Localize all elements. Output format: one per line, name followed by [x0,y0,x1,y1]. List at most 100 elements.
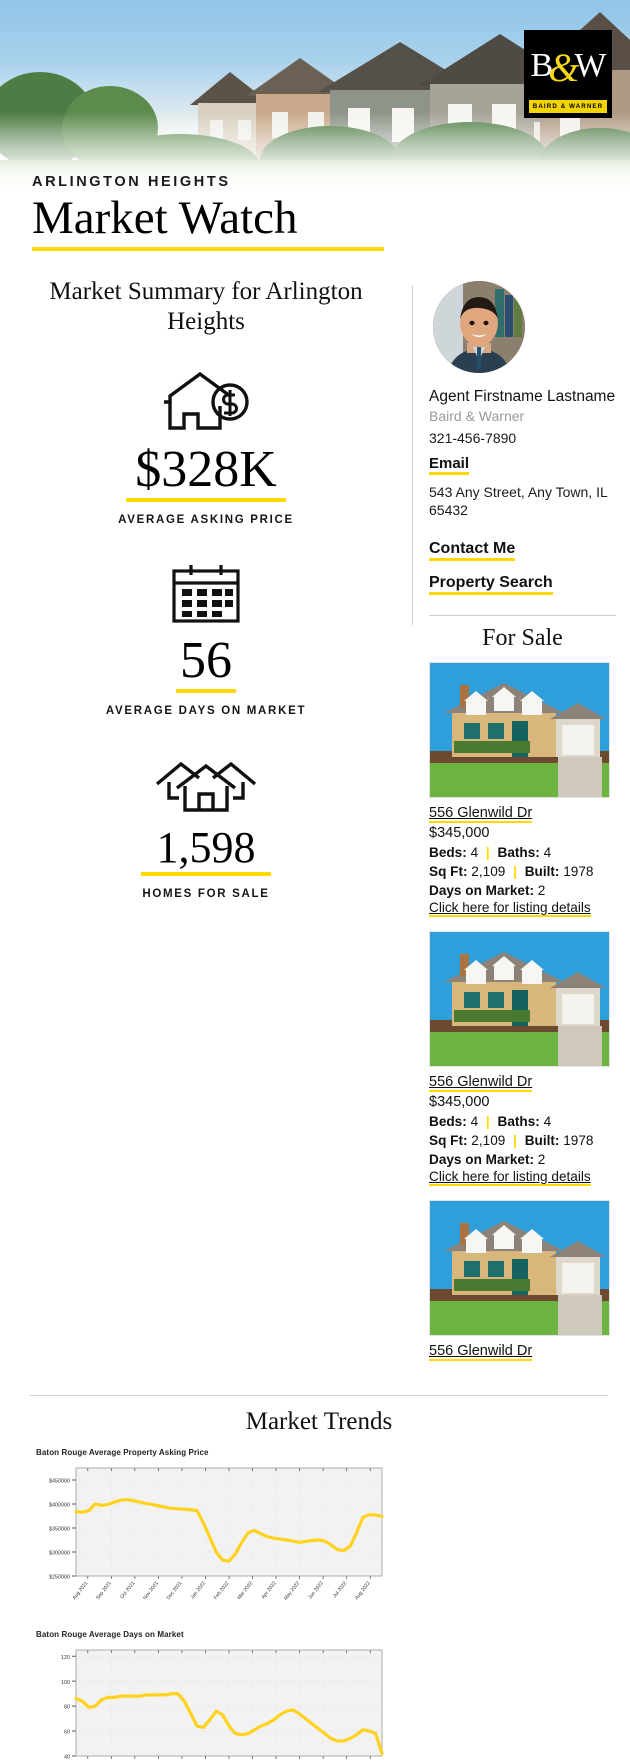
list-item[interactable]: 556 Glenwild Dr $345,000 Beds: 4 | Baths… [429,661,616,917]
svg-text:Apr 2022: Apr 2022 [260,1580,277,1600]
avatar [433,280,525,373]
list-item[interactable]: 556 Glenwild Dr [429,1199,616,1361]
listing-days-on-market: Days on Market: 2 [429,1152,616,1167]
beds-value: 4 [470,844,479,860]
built-value: 1978 [563,863,594,879]
market-summary-column: Market Summary for Arlington Heights $32… [0,277,412,1375]
svg-text:$450000: $450000 [49,1478,70,1484]
agent-company: Baird & Warner [429,407,525,424]
svg-text:May 2022: May 2022 [283,1580,301,1601]
logo-letter-b: B [530,46,554,84]
svg-text:Oct 2021: Oct 2021 [119,1580,136,1600]
house-with-dollar-icon [0,371,412,434]
svg-text:$400000: $400000 [49,1502,70,1508]
svg-text:100: 100 [61,1679,70,1685]
listing-address-link[interactable]: 556 Glenwild Dr [429,1073,533,1092]
page-title: Market Watch [32,192,298,244]
market-trends-title: Market Trends [245,1407,393,1435]
list-item[interactable]: 556 Glenwild Dr $345,000 Beds: 4 | Baths… [429,930,616,1186]
built-label: Built: [524,1132,560,1148]
calendar-icon [0,563,412,625]
listing-sqft-built: Sq Ft: 2,109 | Built: 1978 [429,864,616,879]
agent-column: Agent Firstname Lastname Baird & Warner … [413,277,630,1375]
svg-text:Jan 2022: Jan 2022 [190,1580,208,1600]
svg-text:60: 60 [64,1729,70,1735]
listing-photo[interactable] [429,1199,610,1336]
svg-text:Aug 2021: Aug 2021 [71,1580,89,1601]
hero-banner: B & W BAIRD & WARNER [0,0,630,190]
chart-title-price: Baton Rouge Average Property Asking Pric… [36,1447,209,1457]
listing-beds-baths: Beds: 4 | Baths: 4 [429,1114,616,1129]
listing-details-link[interactable]: Click here for listing details [429,1168,591,1186]
baths-label: Baths: [497,1113,540,1129]
stat-label: HOMES FOR SALE [142,887,270,900]
svg-text:Jul 2022: Jul 2022 [332,1580,349,1599]
email-link[interactable]: Email [429,455,470,475]
svg-text:Nov 2021: Nov 2021 [142,1580,160,1601]
beds-label: Beds: [429,844,467,860]
sqft-label: Sq Ft: [429,1132,468,1148]
listing-details-link[interactable]: Click here for listing details [429,899,591,917]
svg-text:$300000: $300000 [49,1550,70,1556]
hero-bottom-fade [0,112,630,190]
title-underline [32,246,384,251]
listing-photo[interactable] [429,661,610,798]
svg-text:Feb 2022: Feb 2022 [213,1580,231,1601]
chart-average-days-on-market: 40 60 80 100 120 [30,1644,388,1762]
market-trends-section: Market Trends Baton Rouge Average Proper… [30,1394,608,1762]
stat-value: 1,598 [156,822,256,872]
built-label: Built: [524,863,560,879]
svg-text:40: 40 [64,1754,70,1760]
logo-letter-w: W [574,46,606,84]
svg-text:Jun 2022: Jun 2022 [307,1580,325,1600]
svg-text:Sep 2021: Sep 2021 [95,1580,113,1601]
listing-photo[interactable] [429,930,610,1067]
svg-text:80: 80 [64,1704,70,1710]
svg-text:Mar 2022: Mar 2022 [236,1580,254,1601]
baths-label: Baths: [497,844,540,860]
stat-average-asking-price: $328K AVERAGE ASKING PRICE [0,371,412,529]
contact-me-link[interactable]: Contact Me [429,540,516,561]
svg-text:$350000: $350000 [49,1526,70,1532]
listing-address-link[interactable]: 556 Glenwild Dr [429,804,533,823]
column-divider [412,284,413,625]
logo-monogram: B & W [524,34,612,98]
market-summary-heading: Market Summary for Arlington Heights [49,277,363,336]
stat-underline [126,497,286,502]
property-search-link[interactable]: Property Search [429,574,553,595]
svg-text:120: 120 [61,1654,70,1660]
agent-phone: 321-456-7890 [429,429,517,446]
svg-text:Aug 2022: Aug 2022 [354,1580,372,1601]
stat-label: AVERAGE DAYS ON MARKET [105,704,307,717]
logo-wordmark: BAIRD & WARNER [529,99,607,113]
location-kicker: ARLINGTON HEIGHTS [32,174,231,190]
built-value: 1978 [563,1132,594,1148]
stat-value: $328K [135,440,277,498]
separator-icon: | [485,844,490,860]
svg-text:$250000: $250000 [49,1574,70,1580]
listing-days-on-market: Days on Market: 2 [429,883,616,898]
baths-value: 4 [543,844,552,860]
baird-warner-logo: B & W BAIRD & WARNER [524,30,612,118]
logo-ampersand: & [548,44,579,90]
main-content: Market Summary for Arlington Heights $32… [0,277,630,1375]
stat-underline [141,871,271,876]
listing-price: $345,000 [429,1093,490,1110]
dom-value: 2 [537,882,546,898]
listing-sqft-built: Sq Ft: 2,109 | Built: 1978 [429,1133,616,1148]
sqft-value: 2,109 [471,1132,506,1148]
for-sale-title: For Sale [482,624,563,651]
sqft-label: Sq Ft: [429,863,468,879]
separator-icon: | [513,863,517,879]
dom-value: 2 [537,1151,546,1167]
stat-value: 56 [180,631,232,689]
separator-icon: | [485,1113,490,1129]
chart-title-dom: Baton Rouge Average Days on Market [36,1629,184,1639]
beds-label: Beds: [429,1113,467,1129]
svg-text:Dec 2021: Dec 2021 [166,1580,184,1601]
for-sale-divider [429,614,616,616]
listing-address-link[interactable]: 556 Glenwild Dr [429,1342,533,1361]
separator-icon: | [513,1132,517,1148]
stat-average-days-on-market: 56 AVERAGE DAYS ON MARKET [0,563,412,720]
two-houses-icon [0,754,412,816]
